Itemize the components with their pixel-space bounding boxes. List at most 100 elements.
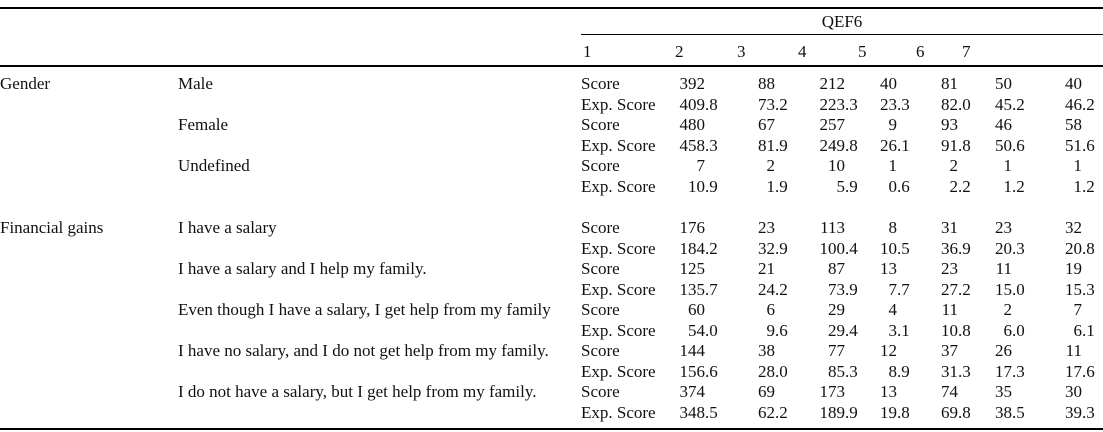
exp-score-value: 15.0	[971, 280, 1025, 301]
score-int: 23	[995, 218, 1012, 237]
exp-score-int: 81	[758, 135, 775, 155]
exp-score-value: 8.9	[858, 362, 910, 383]
exp-score-int: 184	[679, 238, 706, 258]
score-int: 67	[758, 115, 775, 134]
exp-score-int: 23	[880, 94, 897, 114]
score-value: 2	[910, 156, 971, 177]
score-int: 13	[880, 259, 897, 278]
item-label: Male	[178, 74, 213, 93]
score-value: 67	[718, 115, 788, 136]
exp-score-frac: .8	[958, 402, 971, 422]
category-label	[0, 341, 178, 362]
exp-score-int: 15	[995, 279, 1012, 299]
score-int: 4	[888, 300, 898, 319]
score-value: 2	[971, 300, 1025, 321]
table-row-score: Undefined Score 7 2 10 1 2 1 1	[0, 156, 1103, 177]
exp-score-int: 156	[679, 361, 706, 381]
exp-score-value: 24.2	[718, 280, 788, 301]
exp-score-value: 31.3	[910, 362, 971, 383]
exp-score-value: 189.9	[788, 403, 858, 424]
exp-score-value: 54.0	[675, 321, 718, 342]
qef6-column-header-5: 5	[858, 42, 867, 61]
stat-label-exp-score: Exp. Score	[581, 176, 656, 196]
exp-score-value: 51.6	[1025, 136, 1103, 157]
exp-score-int: 31	[941, 361, 958, 381]
category-label-empty	[0, 403, 178, 424]
exp-score-int: 82	[941, 94, 958, 114]
exp-score-int: 38	[995, 402, 1012, 422]
exp-score-value: 9.6	[718, 321, 788, 342]
table-row-score: I have a salary and I help my family. Sco…	[0, 259, 1103, 280]
exp-score-int: 29	[828, 320, 845, 340]
exp-score-frac: .3	[1012, 238, 1025, 258]
score-int: 1	[1003, 156, 1013, 175]
score-value: 32	[1025, 218, 1103, 239]
exp-score-value: 2.2	[910, 177, 971, 198]
score-int: 88	[758, 74, 775, 93]
exp-score-int: 17	[995, 361, 1012, 381]
exp-score-frac: .0	[775, 361, 788, 381]
exp-score-frac: .3	[845, 94, 858, 114]
exp-score-value: 69.8	[910, 403, 971, 424]
score-int: 40	[1065, 74, 1082, 93]
exp-score-value: 73.9	[788, 280, 858, 301]
stat-label-score: Score	[581, 156, 620, 175]
exp-score-value: 17.6	[1025, 362, 1103, 383]
exp-score-frac: .9	[897, 361, 910, 381]
exp-score-frac: .6	[897, 176, 910, 196]
exp-score-int: 39	[1065, 402, 1082, 422]
score-int: 125	[679, 259, 706, 278]
score-int: 12	[880, 341, 897, 360]
exp-score-value: 27.2	[910, 280, 971, 301]
score-int: 1	[1073, 156, 1083, 175]
score-value: 38	[718, 341, 788, 362]
score-value: 74	[910, 382, 971, 403]
score-value: 30	[1025, 382, 1103, 403]
category-label	[0, 115, 178, 136]
exp-score-int: 54	[688, 320, 705, 340]
exp-score-int: 1	[766, 176, 776, 196]
score-value: 81	[910, 66, 971, 95]
exp-score-int: 189	[819, 402, 846, 422]
table-row-score: I have no salary, and I do not get help …	[0, 341, 1103, 362]
score-value: 7	[675, 156, 718, 177]
score-int: 7	[696, 156, 706, 175]
exp-score-frac: .2	[775, 94, 788, 114]
exp-score-int: 100	[819, 238, 846, 258]
score-int: 144	[679, 341, 706, 360]
exp-score-frac: .3	[1082, 279, 1095, 299]
score-int: 2	[766, 156, 776, 175]
table-row-exp-score: Exp. Score 348.5 62.2 189.9 19.8 69.8 38.5 39.3	[0, 403, 1103, 424]
exp-score-int: 15	[1065, 279, 1082, 299]
exp-score-value: 32.9	[718, 239, 788, 260]
exp-score-value: 23.3	[858, 95, 910, 116]
category-label-empty	[0, 239, 178, 260]
exp-score-value: 10.5	[858, 239, 910, 260]
score-int: 1	[888, 156, 898, 175]
score-int: 7	[1073, 300, 1083, 319]
score-value: 392	[675, 66, 718, 95]
table-row-exp-score: Exp. Score 458.3 81.9 249.8 26.1 91.8 50.6 51.6	[0, 136, 1103, 157]
score-int: 93	[941, 115, 958, 134]
exp-score-frac: .3	[1012, 361, 1025, 381]
exp-score-value: 1.9	[718, 177, 788, 198]
exp-score-frac: .1	[897, 135, 910, 155]
table-row-exp-score: Exp. Score 10.9 1.9 5.9 0.6 2.2 1.2 1.2	[0, 177, 1103, 198]
score-value: 11	[1025, 341, 1103, 362]
stat-label-exp-score: Exp. Score	[581, 320, 656, 340]
score-value: 1	[971, 156, 1025, 177]
exp-score-frac: .3	[958, 361, 971, 381]
stat-label-score: Score	[581, 341, 620, 360]
exp-score-int: 135	[679, 279, 706, 299]
item-label: I have a salary	[178, 218, 277, 237]
score-value: 88	[718, 66, 788, 95]
stat-label-exp-score: Exp. Score	[581, 361, 656, 381]
score-int: 23	[758, 218, 775, 237]
score-int: 46	[995, 115, 1012, 134]
exp-score-value: 62.2	[718, 403, 788, 424]
exp-score-value: 50.6	[971, 136, 1025, 157]
category-label-empty	[0, 177, 178, 198]
exp-score-int: 7	[888, 279, 898, 299]
exp-score-int: 51	[1065, 135, 1082, 155]
